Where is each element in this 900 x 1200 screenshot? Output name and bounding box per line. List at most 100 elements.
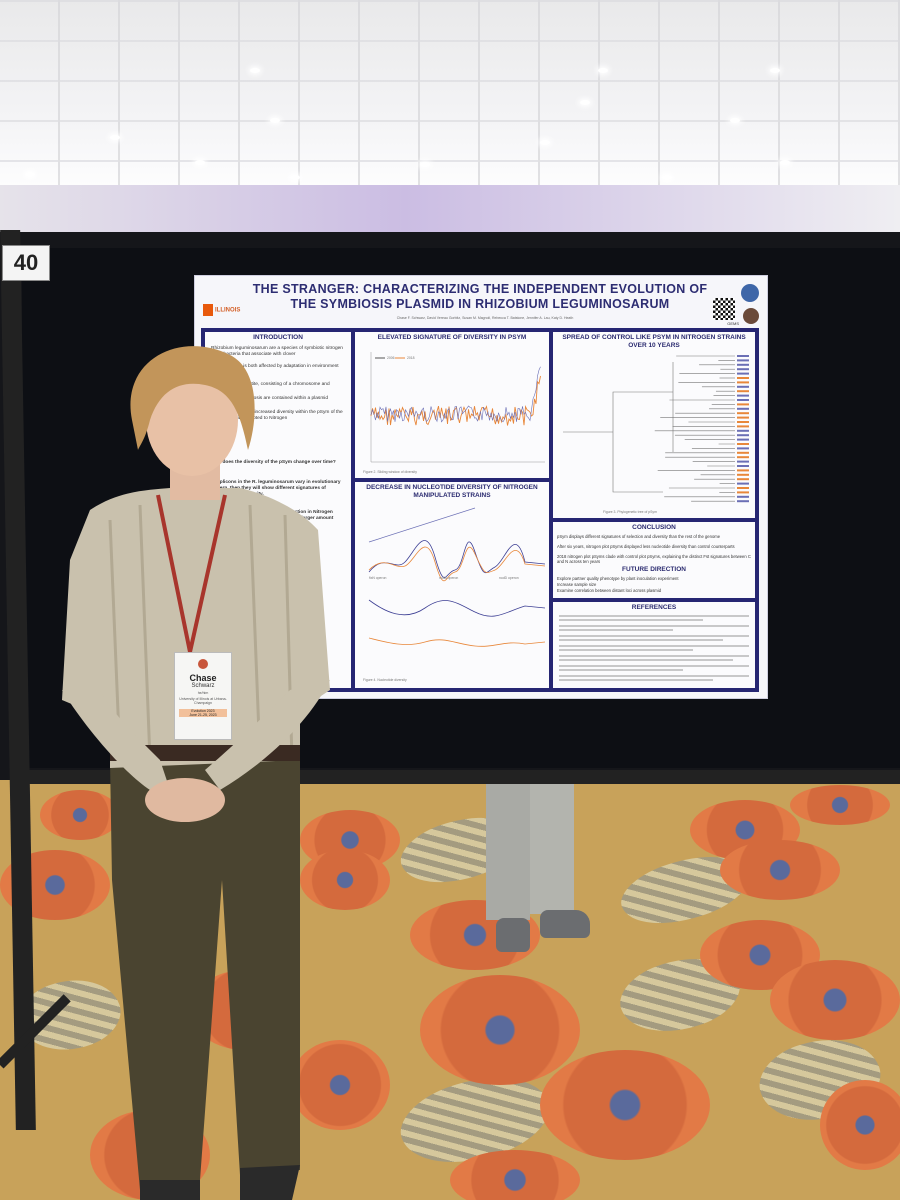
tree-tip-label	[737, 355, 749, 357]
poster-title: THE STRANGER: CHARACTERIZING THE INDEPEN…	[195, 276, 767, 324]
university-logo: ILLINOIS	[203, 304, 240, 316]
badge-event-line1: Evolution 2023	[179, 709, 227, 713]
tree-tip-label	[737, 491, 749, 494]
conclusion-panel: CONCLUSION pSym displays different signa…	[553, 522, 755, 598]
tree-tip-label	[737, 469, 749, 472]
tree-tip-label	[737, 465, 749, 467]
axis-label-nodd: nodD operon	[499, 576, 519, 580]
decrease-header-line1: DECREASE IN NUCLEOTIDE DIVERSITY OF NITR…	[366, 484, 538, 491]
ceiling-light	[780, 160, 790, 165]
carpet-flower	[770, 960, 900, 1040]
tree-tip-label	[737, 399, 749, 401]
legend-2006: 2006	[387, 356, 395, 360]
research-question: How does the diversity of the pSym chang…	[211, 460, 336, 465]
ceiling-light	[598, 68, 608, 73]
ceiling-light	[730, 118, 740, 123]
future-bullet: Examine correlation between distant loci…	[557, 588, 662, 593]
gems-label: GEMS	[727, 321, 739, 326]
tree-tip-label	[737, 381, 749, 384]
future-header: FUTURE DIRECTION	[622, 566, 686, 573]
ceiling-glow	[0, 185, 900, 235]
ceiling-light	[540, 140, 550, 145]
conclusion-header: CONCLUSION	[632, 524, 676, 531]
badge-affiliation: University of Illinois at Urbana-Champai…	[179, 697, 227, 705]
booth-number: 40	[2, 245, 50, 281]
left-arm	[62, 690, 170, 790]
introduction-bullet: Rhizobium leguminosarum are a species of…	[211, 346, 343, 357]
carpet-flower	[720, 840, 840, 900]
poster-title-line2: THE SYMBIOSIS PLASMID IN RHIZOBIUM LEGUM…	[290, 297, 670, 311]
axis-label-fixn: fixN operon	[369, 576, 387, 580]
spread-header-line1: SPREAD OF CONTROL LIKE PSYM IN NITROGEN …	[562, 334, 746, 341]
poster-authors: Chase F. Schwarz, David Vereau Gorbitz, …	[396, 316, 574, 320]
tree-tip-label	[737, 403, 749, 406]
globe-logo-icon	[741, 284, 759, 302]
background-person-shoe	[496, 918, 530, 952]
conference-logo-icon	[198, 659, 208, 669]
ceiling-light	[580, 100, 590, 105]
elevated-caption: Figure 2. Sliding window of diversity	[363, 470, 417, 474]
carpet-flower	[420, 975, 580, 1085]
tree-tip-label	[737, 460, 749, 463]
badge-pronouns: he/him	[197, 691, 209, 695]
tree-tip-label	[737, 478, 749, 481]
tree-tip-label	[737, 429, 749, 432]
tree-trunk	[563, 362, 674, 493]
tree-tip-label	[737, 482, 749, 485]
tree-tip-label	[737, 451, 749, 454]
tree-tip-label	[737, 390, 749, 393]
introduction-header: INTRODUCTION	[253, 334, 303, 341]
poster-title-line1: THE STRANGER: CHARACTERIZING THE INDEPEN…	[252, 282, 708, 296]
shoe	[240, 1165, 300, 1200]
diversity-sliding-window-chart	[370, 352, 545, 463]
tree-tip-label	[737, 425, 749, 428]
ceiling	[0, 0, 900, 200]
tree-tip-label	[737, 421, 749, 423]
ceiling-light	[270, 118, 280, 123]
tree-tip-label	[737, 377, 749, 379]
spread-header-line2: OVER 10 YEARS	[628, 342, 680, 349]
tree-tip-label	[737, 500, 749, 503]
ceiling-light	[250, 68, 260, 73]
ceiling-tiles	[0, 0, 900, 200]
ceiling-light	[195, 160, 205, 165]
references-header: REFERENCES	[631, 604, 677, 611]
ceiling-light	[290, 175, 300, 180]
tree-tip-label	[737, 416, 749, 419]
conclusion-bullet: pSym displays different signatures of se…	[557, 534, 721, 539]
decrease-panel: DECREASE IN NUCLEOTIDE DIVERSITY OF NITR…	[355, 482, 549, 688]
tree-tip-label	[737, 368, 749, 371]
elevated-diversity-header: ELEVATED SIGNATURE OF DIVERSITY IN PSYM	[377, 334, 527, 341]
badge-first-name: Chase	[189, 673, 217, 683]
tree-tip-label	[737, 438, 749, 441]
ceiling-light	[662, 175, 672, 180]
spread-caption: Figure 3. Phylogenetic tree of pSym	[603, 510, 657, 514]
carpet-flower	[820, 1080, 900, 1170]
tree-tip-label	[737, 385, 749, 388]
conclusion-bullet: After six years, nitrogen plot pSyms dis…	[557, 544, 735, 549]
carpet-flower	[300, 850, 390, 910]
spread-panel: SPREAD OF CONTROL LIKE PSYM IN NITROGEN …	[553, 332, 755, 518]
tree-tip-label	[737, 487, 749, 489]
university-name: ILLINOIS	[215, 307, 241, 314]
carpet-flower	[540, 1050, 710, 1160]
references-panel: REFERENCES	[553, 602, 755, 688]
ceiling-light	[770, 68, 780, 73]
ceiling-light	[420, 162, 430, 167]
tree-tip-label	[737, 447, 749, 450]
legend-2018: 2018	[407, 356, 415, 360]
ceiling-light	[110, 135, 120, 140]
right-arm	[205, 680, 330, 790]
face	[146, 364, 238, 476]
tree-tip-label	[737, 434, 749, 437]
ceiling-light	[25, 172, 35, 177]
badge-last-name: Schwarz	[191, 683, 215, 689]
tree-tip-label	[737, 443, 749, 445]
references-list	[559, 615, 749, 681]
tree-tip-label	[737, 372, 749, 375]
nucleotide-diversity-chart	[368, 507, 546, 647]
trousers	[110, 752, 300, 1190]
axis-label-noda: nodA operon	[439, 576, 459, 580]
qr-code-icon	[713, 298, 735, 320]
